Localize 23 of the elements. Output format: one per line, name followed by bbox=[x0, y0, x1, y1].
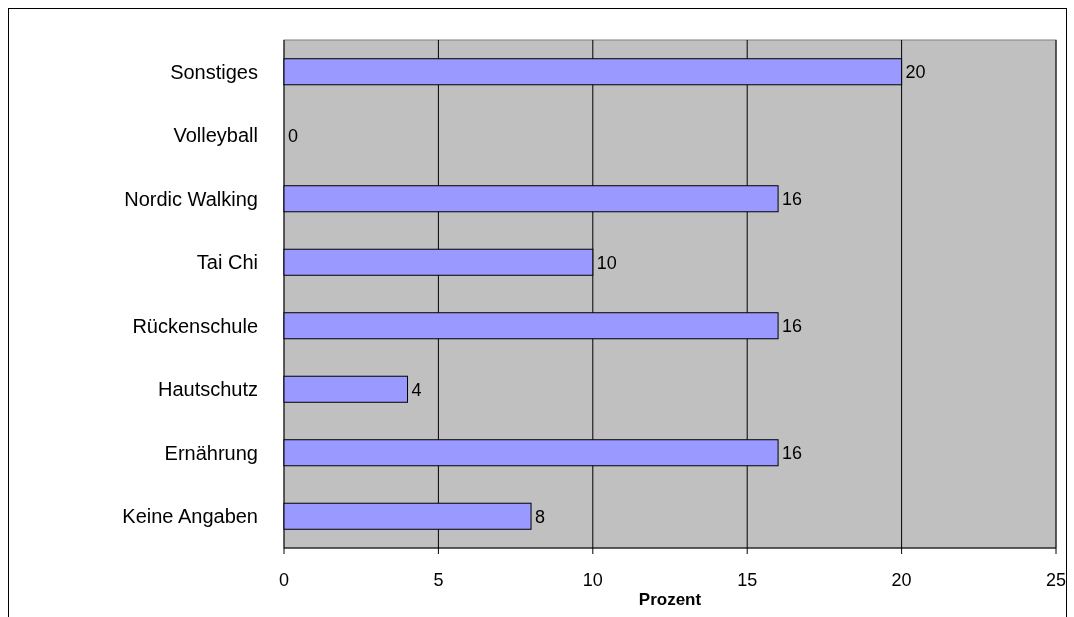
y-tick-label: Tai Chi bbox=[196, 251, 258, 274]
data-label: 0 bbox=[288, 125, 299, 146]
data-label: 16 bbox=[782, 189, 803, 210]
data-label: 16 bbox=[782, 443, 803, 464]
y-tick-label: Ernährung bbox=[164, 441, 258, 464]
x-tick-label: 0 bbox=[278, 570, 290, 590]
x-tick-label: 15 bbox=[737, 570, 758, 590]
x-tick-label: 20 bbox=[891, 570, 912, 590]
data-label: 10 bbox=[596, 252, 617, 273]
x-tick-label: 5 bbox=[433, 570, 444, 590]
y-tick-label: Volleyball bbox=[173, 124, 258, 147]
x-tick-label: 10 bbox=[582, 570, 603, 590]
y-tick-label: Hautschutz bbox=[157, 378, 258, 401]
data-label: 8 bbox=[535, 506, 546, 527]
x-axis-title: Prozent bbox=[638, 590, 702, 609]
data-label: 16 bbox=[782, 316, 803, 337]
x-tick-label: 25 bbox=[1045, 570, 1067, 590]
data-label: 20 bbox=[905, 62, 926, 83]
data-label: 4 bbox=[411, 379, 422, 400]
y-tick-label: Rückenschule bbox=[132, 314, 258, 337]
y-tick-label: Nordic Walking bbox=[124, 187, 258, 210]
y-tick-label: Keine Angaben bbox=[122, 505, 258, 528]
y-tick-label: Sonstiges bbox=[170, 60, 258, 83]
